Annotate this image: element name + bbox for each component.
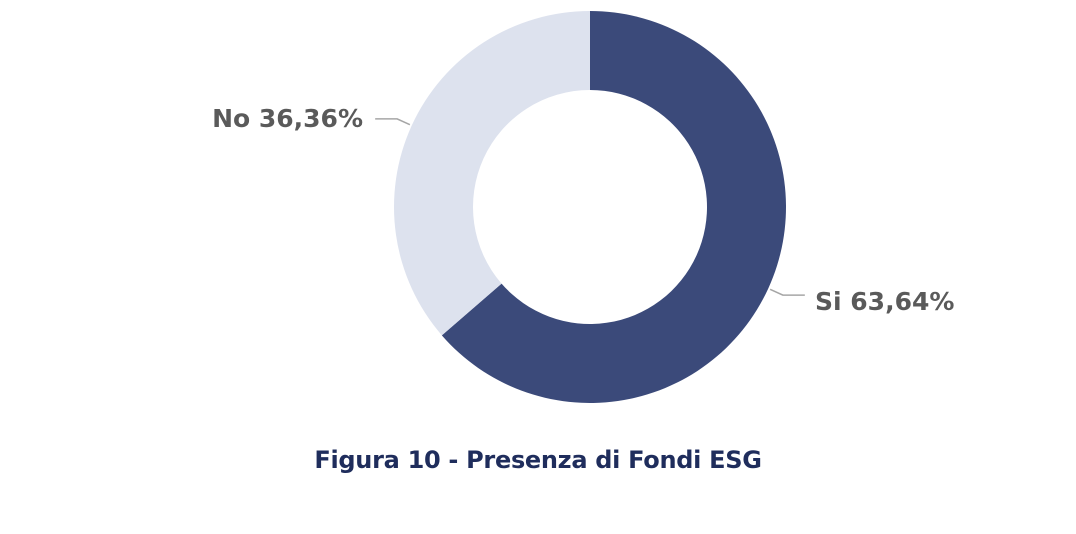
leader-line-si [769, 288, 805, 296]
figure-caption: Figura 10 - Presenza di Fondi ESG [314, 446, 762, 474]
slice-label-si: Si 63,64% [815, 287, 954, 316]
donut-slices [394, 11, 787, 403]
leader-lines [375, 118, 805, 296]
donut-slice-si [441, 11, 787, 403]
donut-slice-no [394, 11, 590, 336]
leader-line-no [375, 118, 411, 126]
slice-label-no: No 36,36% [212, 104, 363, 133]
